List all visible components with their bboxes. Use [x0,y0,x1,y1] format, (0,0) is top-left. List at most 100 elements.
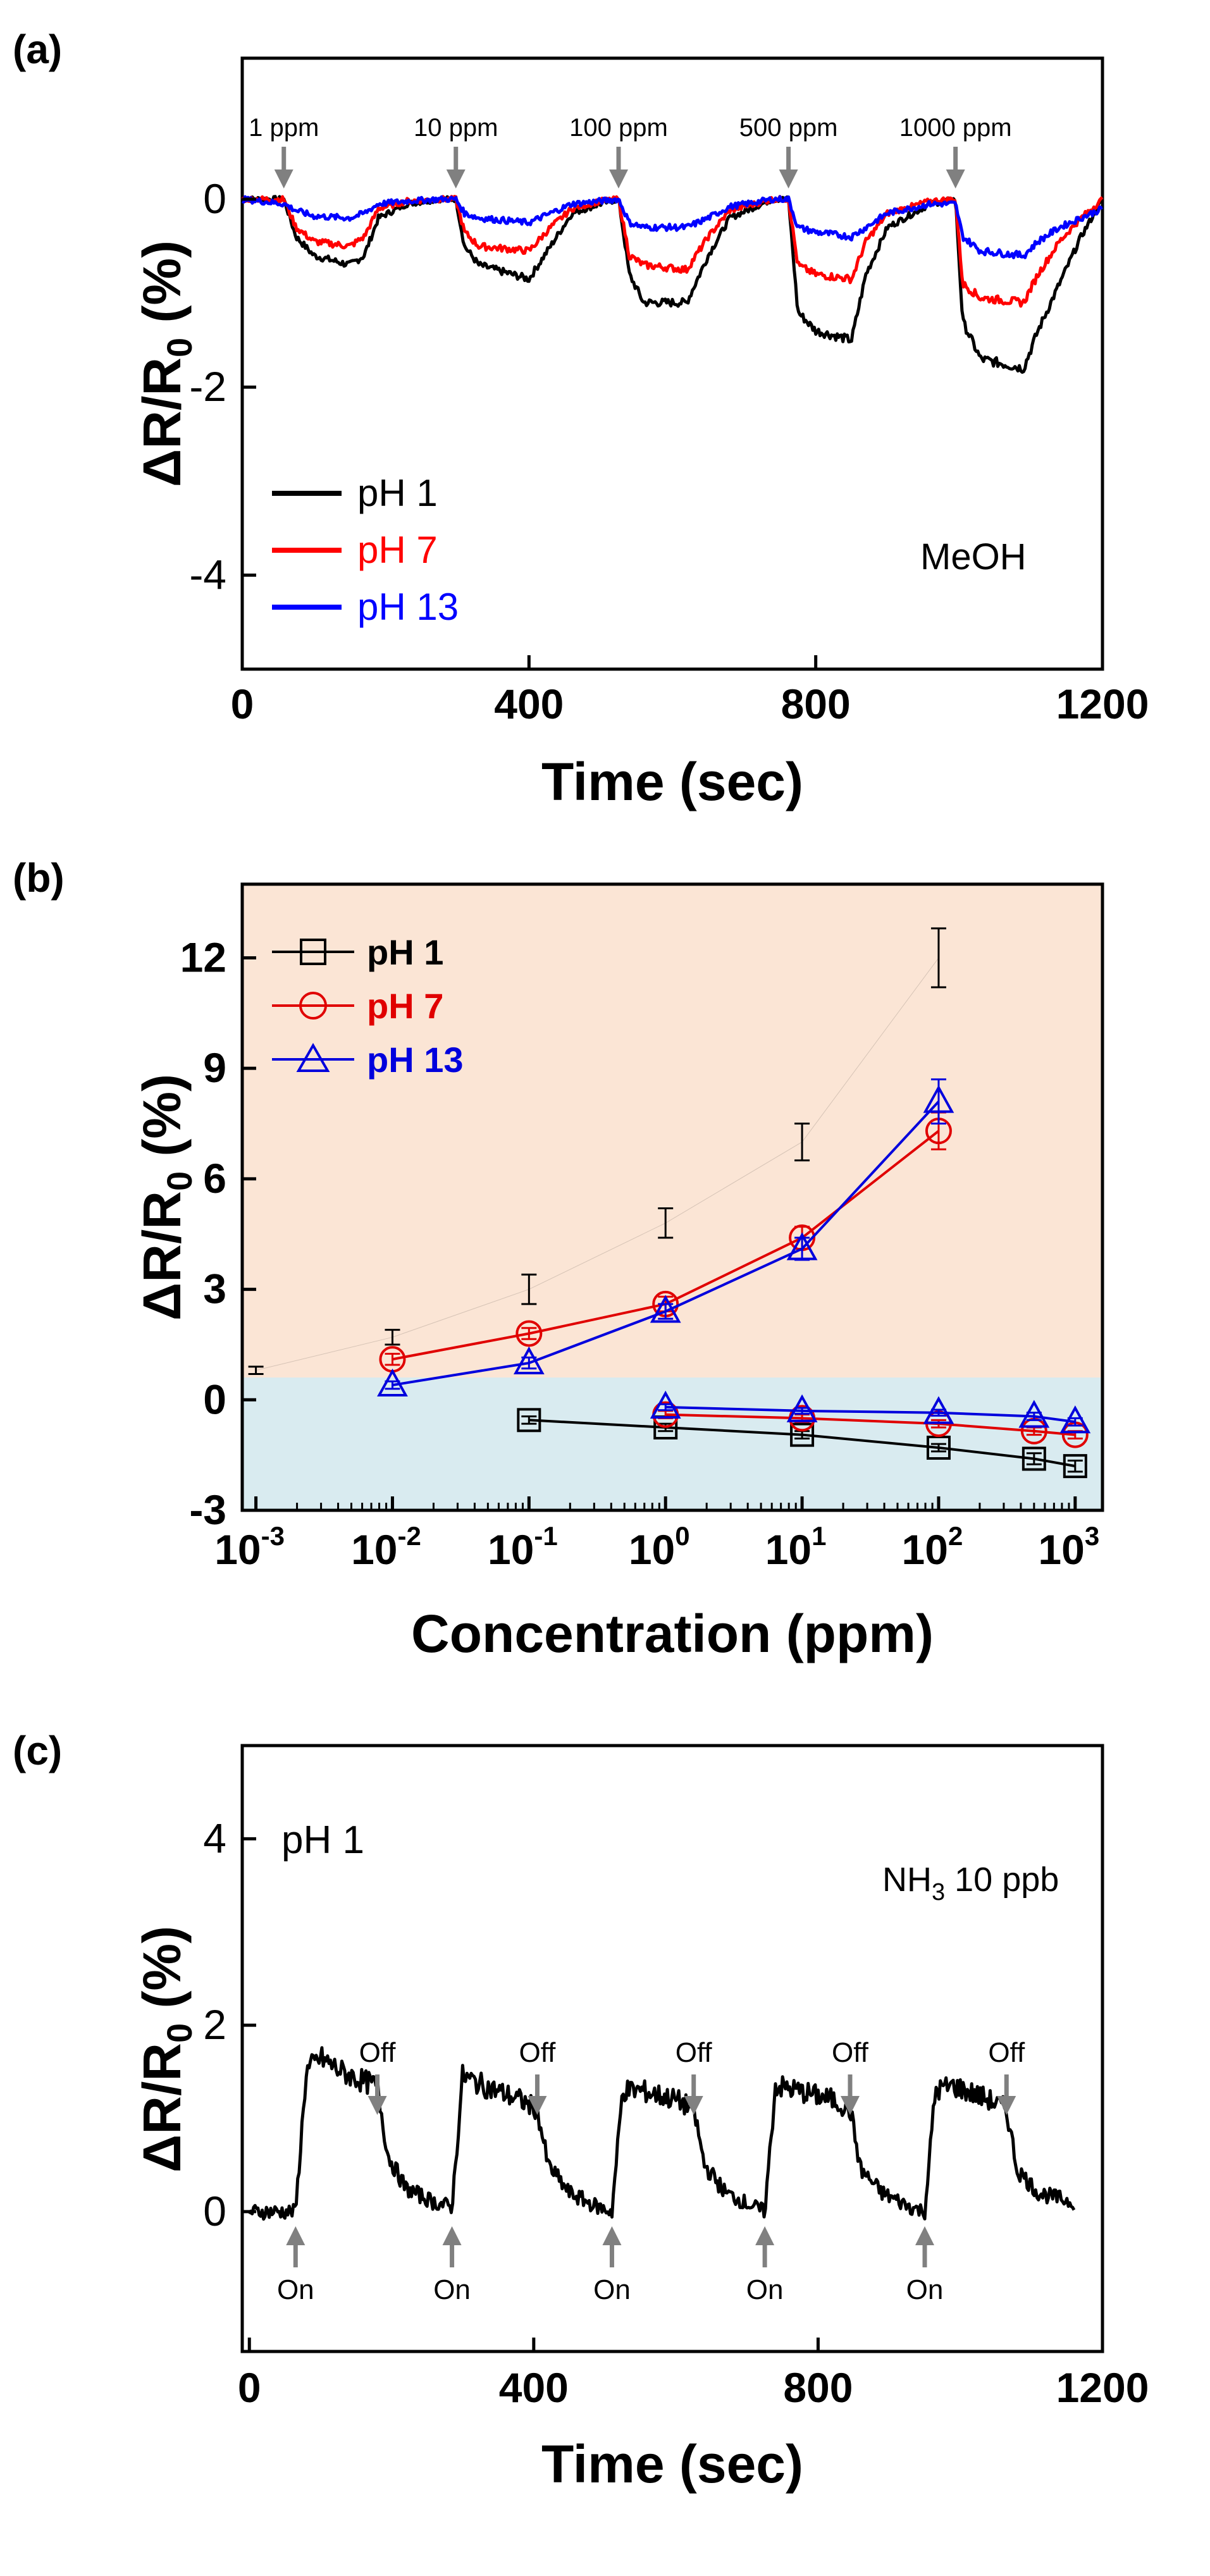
panel-a-series-group [241,195,1104,374]
c-on-label-0: On [277,2274,314,2305]
c-ytick-label-1: 2 [203,2001,226,2048]
c-on-label-3: On [746,2274,784,2305]
series-line-0 [247,2046,1076,2221]
panel-c-ylabel: ΔR/R0 (%) [132,1926,199,2172]
panel-c-annotations: Off Off Off Off Off On On On On On [277,2037,1025,2305]
c-xtick-label-0: 0 [238,2364,261,2411]
panel-a-legend: pH 1 pH 7 pH 13 [272,472,459,628]
b-xtick-label-5: 102 [902,1521,963,1573]
c-xtick-label-2: 800 [783,2364,853,2411]
c-on-arrow-head-3 [755,2226,775,2245]
panel-b-series-group [248,927,1091,1479]
panel-c-series-group [247,2046,1076,2221]
c-off-label-4: Off [988,2037,1025,2068]
a-ytick-label-0: 0 [203,175,226,222]
c-off-arrow-head-4 [997,2096,1016,2115]
a-annotation-0: 1 ppm [249,114,319,142]
c-xtick-label-1: 400 [499,2364,569,2411]
c-ytick-label-0: 4 [203,1815,226,1861]
a-annotation-3: 500 ppm [739,114,838,142]
panel-a-label: (a) [13,27,62,72]
legend-b-marker-ph13 [296,1042,330,1072]
legend-b-ph7: pH 7 [367,986,443,1026]
b-ytick-label-2: 6 [203,1155,226,1202]
a-annotation-2: 100 ppm [569,114,668,142]
panel-c-xlabel: Time (sec) [541,2434,803,2494]
b-ytick-label-5: -3 [189,1486,226,1533]
panel-a-y-ticks: 0 -2 -4 [189,175,256,598]
panel-c-gas-main: NH [882,1861,932,1899]
c-on-arrow-head-0 [286,2226,306,2245]
legend-a-ph13: pH 13 [357,586,459,628]
c-off-label-0: Off [359,2037,397,2068]
c-off-arrow-head-3 [840,2096,860,2115]
panel-a-frame [240,56,1104,671]
b-point-5-2 [923,1396,954,1424]
a-xtick-label-3: 1200 [1056,681,1149,727]
b-series-line-0 [256,958,939,1371]
panel-b-ylabel: ΔR/R0 (%) [132,1074,199,1321]
b-ytick-label-3: 3 [203,1266,226,1312]
b-ytick-label-0: 12 [180,934,226,980]
b-point-3-2 [790,1422,815,1447]
c-ytick-label-2: 0 [203,2188,226,2234]
b-xtick-label-1: 10-2 [351,1521,421,1573]
c-on-label-4: On [906,2274,944,2305]
b-point-2-0 [377,1368,408,1396]
b-point-5-1 [786,1394,818,1422]
legend-b-marker-ph1 [300,939,326,965]
panel-a-plot: 1 ppm 10 ppm 100 ppm 500 ppm 1000 ppm 0 400 80… [132,56,1149,811]
panel-a-ylabel-text: ΔR/R0 (%) [132,240,199,487]
panel-c-gas-sub: 3 [932,1879,945,1906]
c-off-label-2: Off [676,2037,713,2068]
b-point-5-0 [650,1390,681,1419]
b-series-line-3 [529,1419,1076,1468]
c-off-arrow-head-1 [528,2096,547,2115]
panel-b-label: (b) [13,855,65,901]
a-annotation-4: 1000 ppm [899,114,1012,142]
b-point-2-2 [650,1295,681,1323]
panel-a-meoh-label: MeOH [920,536,1027,577]
b-ytick-label-4: 0 [203,1376,226,1422]
series-line-2 [242,195,1103,259]
panel-b-y-ticks: 12 9 6 3 0 -3 [180,934,256,1533]
panel-c-frame [240,1744,1104,2353]
series-line-1 [241,195,1104,308]
a-xtick-label-2: 800 [781,681,851,727]
a-annotation-1: 10 ppm [414,114,498,142]
b-xtick-label-0: 10-3 [214,1521,285,1573]
panel-c-label: (c) [13,1728,62,1773]
panel-a-xlabel: Time (sec) [541,752,803,811]
c-on-arrow-head-4 [915,2226,935,2245]
panel-c-gas-label: NH3 10 ppb [882,1861,1059,1906]
a-ytick-label-1: -2 [189,363,226,410]
panel-b-frame [240,882,1104,1512]
panel-b-legend: pH 1 pH 7 pH 13 [272,932,464,1080]
b-point-5-4 [1059,1405,1091,1434]
c-xtick-label-3: 1200 [1056,2364,1149,2411]
b-point-3-0 [517,1408,541,1433]
c-on-label-2: On [593,2274,631,2305]
panel-c-plot: Off Off Off Off Off On On On On On 0 400 800 1200 4 2… [132,1744,1149,2494]
legend-b-ph13: pH 13 [367,1040,464,1080]
a-arrow-head-2 [609,169,628,188]
legend-b-ph1: pH 1 [367,932,443,972]
c-off-label-1: Off [519,2037,557,2068]
b-xtick-label-2: 10-1 [488,1521,558,1573]
a-arrow-head-1 [446,169,466,188]
b-ytick-label-1: 9 [203,1044,226,1091]
b-point-2-4 [923,1085,954,1113]
b-point-2-1 [513,1346,545,1375]
panel-a-ylabel: ΔR/R0 (%) [132,240,199,487]
c-on-label-1: On [433,2274,471,2305]
b-xtick-label-4: 101 [765,1521,827,1573]
b-point-5-3 [1018,1400,1050,1428]
a-xtick-label-1: 400 [494,681,564,727]
legend-a-ph7: pH 7 [357,529,438,571]
a-xtick-label-0: 0 [231,681,254,727]
panel-a-annotations: 1 ppm 10 ppm 100 ppm 500 ppm 1000 ppm [249,114,1012,188]
panel-b-xlabel: Concentration (ppm) [411,1604,934,1663]
panel-c-x-ticks: 0 400 800 1200 [238,2338,1149,2411]
b-point-2-3 [786,1232,818,1260]
c-off-arrow-head-0 [367,2096,387,2115]
